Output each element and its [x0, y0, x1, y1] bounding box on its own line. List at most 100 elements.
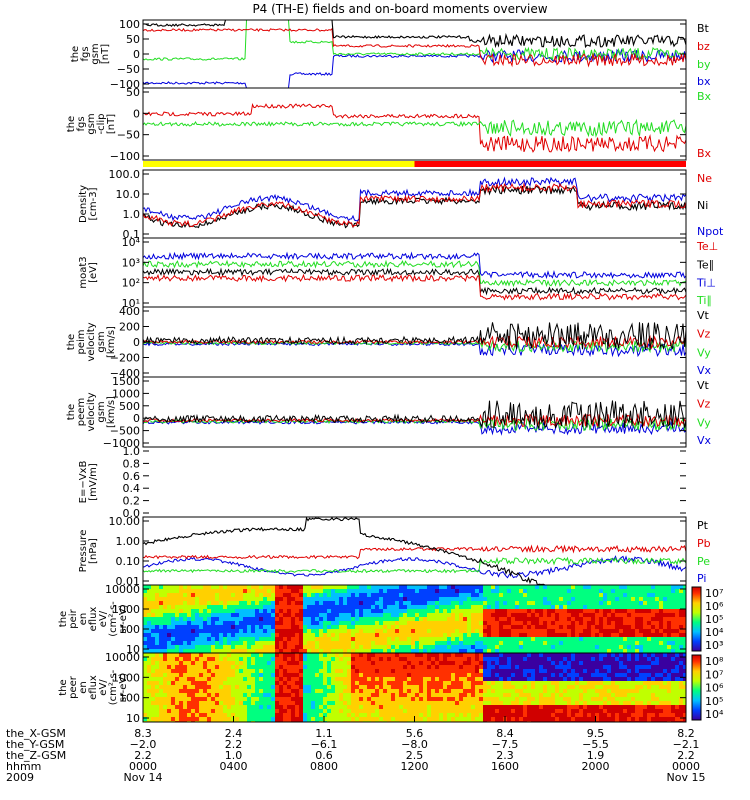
spectrogram-cell: [547, 613, 551, 617]
spectrogram-cell: [575, 645, 579, 649]
spectrogram-cell: [287, 677, 291, 681]
spectrogram-cell: [551, 709, 555, 713]
spectrogram-cell: [455, 637, 459, 641]
spectrogram-cell: [243, 709, 247, 713]
spectrogram-cell: [263, 709, 267, 713]
spectrogram-cell: [523, 689, 527, 693]
spectrogram-cell: [459, 677, 463, 681]
spectrogram-cell: [215, 661, 219, 665]
spectrogram-cell: [227, 625, 231, 629]
spectrogram-cell: [287, 657, 291, 661]
spectrogram-cell: [499, 669, 503, 673]
spectrogram-cell: [487, 593, 491, 597]
spectrogram-cell: [551, 657, 555, 661]
spectrogram-cell: [415, 677, 419, 681]
spectrogram-cell: [239, 701, 243, 705]
spectrogram-cell: [379, 701, 383, 705]
spectrogram-cell: [407, 605, 411, 609]
spectrogram-cell: [143, 657, 147, 661]
spectrogram-cell: [363, 625, 367, 629]
spectrogram-cell: [295, 705, 299, 709]
spectrogram-cell: [143, 685, 147, 689]
spectrogram-cell: [167, 681, 171, 685]
spectrogram-cell: [651, 601, 655, 605]
spectrogram-cell: [215, 649, 219, 653]
spectrogram-cell: [555, 705, 559, 709]
spectrogram-cell: [367, 717, 371, 721]
spectrogram-cell: [307, 653, 311, 657]
spectrogram-cell: [675, 673, 679, 677]
spectrogram-cell: [335, 705, 339, 709]
spectrogram-cell: [251, 717, 255, 721]
spectrogram-cell: [315, 701, 319, 705]
spectrogram-cell: [383, 677, 387, 681]
spectrogram-cell: [367, 641, 371, 645]
spectrogram-cell: [355, 641, 359, 645]
spectrogram-cell: [323, 649, 327, 653]
spectrogram-cell: [383, 661, 387, 665]
spectrogram-cell: [499, 605, 503, 609]
spectrogram-cell: [503, 653, 507, 657]
spectrogram-cell: [567, 653, 571, 657]
spectrogram-cell: [215, 601, 219, 605]
spectrogram-cell: [327, 629, 331, 633]
spectrogram-cell: [475, 693, 479, 697]
spectrogram-cell: [155, 641, 159, 645]
spectrogram-cell: [259, 697, 263, 701]
spectrogram-cell: [323, 681, 327, 685]
spectrogram-cell: [275, 601, 279, 605]
spectrogram-cell: [407, 641, 411, 645]
series-line: [143, 182, 686, 228]
spectrogram-cell: [679, 641, 683, 645]
spectrogram-cell: [623, 625, 627, 629]
spectrogram-cell: [355, 661, 359, 665]
spectrogram-cell: [667, 649, 671, 653]
spectrogram-cell: [463, 717, 467, 721]
spectrogram-cell: [471, 681, 475, 685]
ytick-label: 10: [126, 643, 140, 656]
spectrogram-cell: [251, 621, 255, 625]
spectrogram-cell: [263, 701, 267, 705]
spectrogram-cell: [595, 589, 599, 593]
spectrogram-cell: [339, 613, 343, 617]
spectrogram-cell: [467, 661, 471, 665]
spectrogram-cell: [155, 657, 159, 661]
spectrogram-cell: [647, 669, 651, 673]
spectrogram-cell: [435, 697, 439, 701]
spectrogram-cell: [523, 693, 527, 697]
spectrogram-cell: [623, 665, 627, 669]
spectrogram-cell: [203, 625, 207, 629]
spectrogram-cell: [671, 681, 675, 685]
spectrogram-cell: [299, 657, 303, 661]
spectrogram-cell: [327, 681, 331, 685]
legend-Ti⊥: Ti⊥: [696, 277, 716, 290]
spectrogram-cell: [167, 605, 171, 609]
spectrogram-cell: [431, 689, 435, 693]
spectrogram-cell: [279, 593, 283, 597]
spectrogram-cell: [339, 649, 343, 653]
spectrogram-cell: [155, 609, 159, 613]
spectrogram-cell: [555, 617, 559, 621]
spectrogram-cell: [195, 593, 199, 597]
spectrogram-cell: [515, 601, 519, 605]
spectrogram-cell: [627, 633, 631, 637]
spectrogram-cell: [679, 689, 683, 693]
spectrogram-cell: [611, 609, 615, 613]
spectrogram-cell: [303, 685, 307, 689]
spectrogram-cell: [179, 637, 183, 641]
spectrogram-cell: [547, 649, 551, 653]
spectrogram-cell: [219, 693, 223, 697]
spectrogram-cell: [595, 645, 599, 649]
spectrogram-cell: [447, 601, 451, 605]
spectrogram-cell: [619, 597, 623, 601]
spectrogram-cell: [327, 649, 331, 653]
spectrogram-cell: [323, 677, 327, 681]
spectrogram-cell: [303, 689, 307, 693]
spectrogram-cell: [287, 641, 291, 645]
spectrogram-cell: [587, 637, 591, 641]
spectrogram-cell: [331, 617, 335, 621]
spectrogram-cell: [551, 617, 555, 621]
spectrogram-cell: [315, 713, 319, 717]
spectrogram-cell: [671, 701, 675, 705]
spectrogram-cell: [159, 685, 163, 689]
